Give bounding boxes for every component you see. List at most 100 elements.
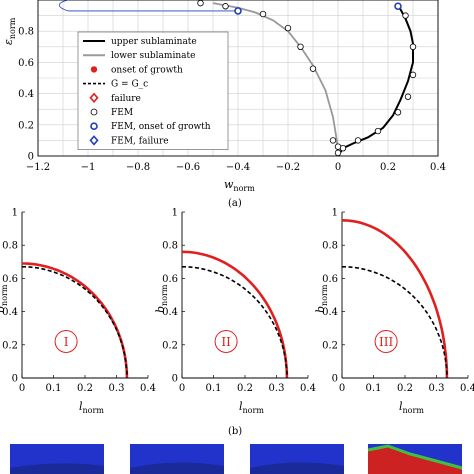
case-label: III (379, 335, 393, 349)
legend-marker-diamond (89, 135, 99, 146)
curve-G-eq-G_c (342, 266, 448, 378)
fem-point (284, 24, 292, 32)
fem-onset-point (394, 2, 402, 11)
x-tick-label: 0.3 (269, 383, 285, 394)
panel-a: −1.2 −1 −0.8 −0.6 −0.4 −0.2 0 0.2 0.4 0 0.2 0.4 0.6… (2, 0, 446, 209)
x-tick-label: −0.6 (176, 162, 200, 173)
curve-G-eq-G_c (182, 266, 288, 378)
fem-mesh-strip (10, 444, 463, 474)
y-tick-label: 0.6 (322, 274, 338, 285)
panel-a-xlabel: wnorm (224, 178, 255, 193)
fem-point (409, 71, 417, 79)
legend-label: lower sublaminate (111, 51, 195, 61)
case-label: I (64, 335, 69, 349)
x-tick-label: 0 (179, 383, 185, 394)
panel-a-frame (37, 0, 439, 157)
fem-point (309, 65, 317, 72)
fem-point (409, 43, 417, 50)
curve-failure (22, 262, 129, 378)
mesh-front-4 (367, 444, 463, 470)
y-tick-label: 0 (172, 374, 178, 385)
fem-point (222, 3, 229, 10)
x-tick-label: 0.1 (366, 383, 382, 394)
x-axis-label: lnorm (79, 400, 104, 415)
y-tick-label: 0.8 (2, 241, 18, 252)
legend-label: upper sublaminate (111, 37, 197, 47)
fem-point (297, 43, 304, 50)
y-tick-label: 0.4 (322, 307, 338, 318)
panel-a-legend: upper sublaminate lower sublaminate onset … (77, 31, 229, 150)
x-tick-label: −0.4 (226, 162, 250, 173)
legend-label: FEM (111, 108, 133, 118)
y-tick-label: 0.8 (162, 241, 178, 252)
legend-label: FEM, onset of growth (111, 122, 211, 132)
mesh-damage-4 (368, 446, 462, 474)
fem-point (354, 137, 362, 144)
legend-marker-diamond (89, 92, 99, 104)
legend-label: FEM, failure (111, 136, 169, 146)
curve-G-eq-G_c (22, 266, 128, 378)
fem-point (329, 137, 337, 144)
mesh-shade-2 (130, 462, 224, 474)
fem-point (334, 143, 342, 150)
y-axis-label: bnorm (0, 284, 9, 313)
x-tick-label: 0.4 (430, 162, 446, 173)
fem-onset-point (234, 7, 242, 15)
legend-label: G = G_c (111, 80, 148, 90)
x-tick-label: 0.3 (429, 383, 445, 394)
panel-a-xticks: −1.2 −1 −0.8 −0.6 −0.4 −0.2 0 0.2 0.4 (26, 162, 446, 173)
y-tick-label: 0.4 (18, 89, 34, 100)
y-axis-label: bnorm (314, 284, 329, 313)
y-tick-label: 0.4 (162, 307, 178, 318)
fem-point (197, 0, 204, 7)
case-label-circle (54, 329, 78, 353)
x-tick-label: 0.2 (380, 162, 396, 173)
y-tick-label: 1 (172, 208, 178, 219)
case-label-circle (374, 329, 398, 353)
mesh-shade-3 (250, 462, 344, 474)
fem-point (404, 93, 412, 100)
x-tick-label: −1 (81, 162, 96, 173)
y-tick-label: 0.8 (322, 241, 338, 252)
x-tick-label: 0.3 (109, 383, 125, 394)
x-tick-label: −0.8 (126, 162, 150, 173)
y-tick-label: 0.8 (18, 27, 34, 38)
fem-point (259, 10, 267, 18)
fem-point (334, 149, 342, 157)
x-tick-label: 0.2 (77, 383, 93, 394)
y-axis-label: bnorm (154, 284, 169, 313)
panel-b-I: 0 0.1 0.2 0.3 0.4 0 0.2 0.4 0.6 0.8 1 lnorm bnorm I (0, 208, 156, 416)
x-tick-label: 0.4 (300, 383, 316, 394)
y-tick-label: 0 (332, 374, 338, 385)
y-tick-label: 0.2 (322, 340, 338, 351)
panel-b-III: 0 0.1 0.2 0.3 0.4 0 0.2 0.4 0.6 0.8 1 lnorm bnorm III (314, 208, 474, 416)
curve-failure (341, 219, 449, 378)
x-tick-label: 0 (19, 383, 25, 394)
x-tick-label: 0.1 (206, 383, 222, 394)
fem-point (394, 109, 402, 116)
y-tick-label: 1 (12, 208, 18, 219)
x-tick-label: 0.2 (397, 383, 413, 394)
legend-label: failure (111, 94, 141, 104)
y-tick-label: 0 (28, 152, 34, 163)
x-tick-label: 0 (335, 162, 341, 173)
case-label: II (221, 335, 231, 349)
y-tick-label: 0.4 (2, 307, 18, 318)
case-label-circle (214, 329, 238, 353)
legend-marker-dot (90, 66, 98, 73)
panel-a-ylabel: εnorm (2, 17, 17, 45)
y-tick-label: 0.6 (18, 58, 34, 69)
x-axis-label: lnorm (239, 400, 264, 415)
x-axis-label: lnorm (399, 400, 424, 415)
failure-bracket-hook (58, 0, 69, 12)
fem-point (374, 127, 382, 135)
y-tick-label: 0.2 (2, 340, 18, 351)
y-tick-label: 0 (12, 374, 18, 385)
panel-b: 00.10.20.30.400.20.40.60.81lnormbnormI00… (0, 208, 474, 416)
x-tick-label: 0.1 (46, 383, 62, 394)
y-tick-label: 0.2 (162, 340, 178, 351)
legend-box (77, 31, 229, 150)
x-tick-label: −0.2 (276, 162, 300, 173)
x-tick-label: 0.2 (237, 383, 253, 394)
x-tick-label: 0.4 (460, 383, 474, 394)
